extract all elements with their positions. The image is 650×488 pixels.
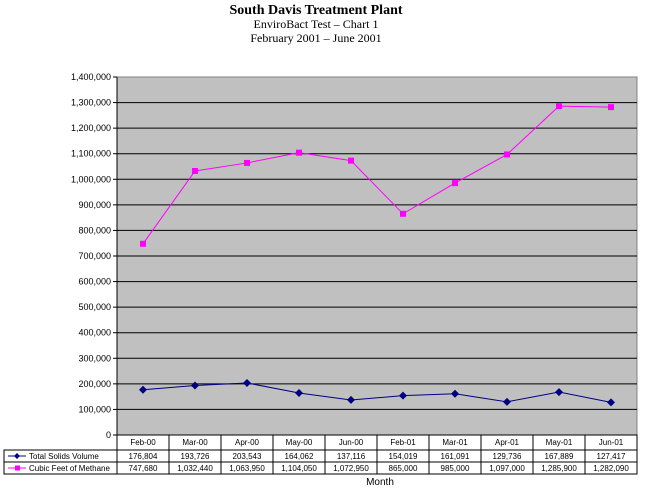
table-cell-solids: 137,116 bbox=[337, 452, 366, 461]
x-tick-label: Feb-01 bbox=[390, 438, 416, 447]
y-tick-label: 600,000 bbox=[78, 277, 111, 287]
x-tick-label: Mar-00 bbox=[182, 438, 208, 447]
y-tick-label: 700,000 bbox=[78, 251, 111, 261]
table-cell-methane: 1,285,900 bbox=[541, 464, 577, 473]
series-line-methane bbox=[142, 105, 612, 245]
series-line-solids bbox=[142, 382, 612, 403]
data-point-methane bbox=[244, 159, 250, 166]
data-point-solids bbox=[399, 391, 407, 400]
x-tick-label: Apr-01 bbox=[495, 438, 520, 447]
y-tick-label: 400,000 bbox=[78, 328, 111, 338]
legend-marker-methane bbox=[15, 465, 20, 471]
x-tick-label: Mar-01 bbox=[442, 438, 468, 447]
data-point-methane bbox=[452, 180, 458, 187]
chart-title: South Davis Treatment Plant bbox=[229, 3, 402, 18]
table-cell-methane: 1,282,090 bbox=[593, 464, 629, 473]
data-point-methane bbox=[556, 103, 562, 110]
legend-label-solids: Total Solids Volume bbox=[29, 452, 99, 461]
table-cell-solids: 127,417 bbox=[597, 452, 626, 461]
table-cell-methane: 1,063,950 bbox=[229, 464, 265, 473]
legend-marker-solids bbox=[14, 453, 20, 459]
data-point-solids bbox=[347, 395, 355, 404]
y-tick-label: 900,000 bbox=[78, 200, 111, 210]
data-point-solids bbox=[607, 398, 615, 407]
data-point-solids bbox=[139, 385, 147, 394]
y-tick-label: 200,000 bbox=[78, 379, 111, 389]
legend-label-methane: Cubic Feet of Methane bbox=[29, 464, 110, 473]
data-point-methane bbox=[348, 157, 354, 164]
y-tick-label: 300,000 bbox=[78, 353, 111, 363]
data-point-solids bbox=[295, 389, 303, 398]
x-tick-label: Feb-00 bbox=[130, 438, 156, 447]
chart-subtitle-1: EnviroBact Test – Chart 1 bbox=[254, 17, 379, 31]
data-point-methane bbox=[608, 104, 614, 111]
table-cell-methane: 1,072,950 bbox=[333, 464, 369, 473]
table-cell-methane: 985,000 bbox=[441, 464, 470, 473]
y-tick-label: 100,000 bbox=[78, 404, 111, 414]
x-tick-label: Apr-00 bbox=[235, 438, 260, 447]
y-tick-label: 1,000,000 bbox=[71, 174, 111, 184]
data-point-methane bbox=[140, 240, 146, 247]
y-tick-label: 1,200,000 bbox=[71, 123, 111, 133]
table-cell-methane: 747,680 bbox=[129, 464, 158, 473]
data-point-methane bbox=[192, 167, 198, 174]
data-point-solids bbox=[243, 378, 251, 387]
x-tick-label: May-00 bbox=[286, 438, 313, 447]
y-tick-label: 1,100,000 bbox=[71, 149, 111, 159]
plot-area: 0 100,000 200,000 300,000 400,000 500,000 600,… bbox=[71, 72, 638, 440]
data-point-solids bbox=[503, 397, 511, 406]
y-tick-label: 0 bbox=[106, 430, 111, 440]
y-tick-label: 1,400,000 bbox=[71, 72, 111, 82]
table-cell-methane: 1,097,000 bbox=[489, 464, 525, 473]
table-cell-solids: 167,889 bbox=[545, 452, 574, 461]
data-point-solids bbox=[451, 389, 459, 398]
data-point-solids bbox=[191, 381, 199, 390]
table-cell-solids: 193,726 bbox=[181, 452, 210, 461]
table-cell-solids: 164,062 bbox=[285, 452, 314, 461]
table-cell-solids: 161,091 bbox=[441, 452, 470, 461]
table-cell-solids: 203,543 bbox=[233, 452, 262, 461]
table-cell-methane: 1,032,440 bbox=[177, 464, 213, 473]
y-tick-label: 1,300,000 bbox=[71, 98, 111, 108]
x-axis-label: Month bbox=[366, 477, 394, 488]
data-point-methane bbox=[296, 149, 302, 156]
x-tick-label: May-01 bbox=[546, 438, 573, 447]
chart-subtitle-2: February 2001 – June 2001 bbox=[250, 31, 381, 45]
table-cell-methane: 865,000 bbox=[389, 464, 418, 473]
table-cell-solids: 129,736 bbox=[493, 452, 522, 461]
data-point-methane bbox=[400, 210, 406, 217]
y-tick-label: 500,000 bbox=[78, 302, 111, 312]
x-tick-label: Jun-00 bbox=[339, 438, 364, 447]
table-cell-methane: 1,104,050 bbox=[281, 464, 317, 473]
table-cell-solids: 154,019 bbox=[389, 452, 418, 461]
x-tick-label: Jun-01 bbox=[599, 438, 624, 447]
data-point-solids bbox=[555, 388, 563, 397]
data-table: Feb-00 Mar-00 Apr-00 May-00 Jun-00 Feb-01 Mar-… bbox=[3, 434, 638, 475]
y-tick-label: 800,000 bbox=[78, 225, 111, 235]
table-cell-solids: 176,804 bbox=[129, 452, 158, 461]
data-point-methane bbox=[504, 151, 510, 158]
